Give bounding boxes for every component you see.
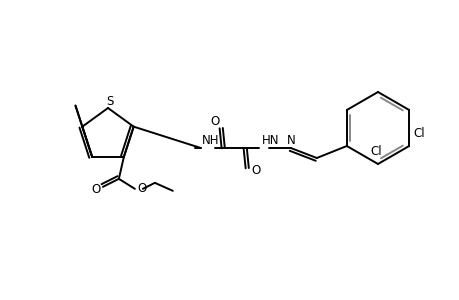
Text: NH: NH: [202, 134, 219, 146]
Text: O: O: [137, 182, 146, 195]
Text: O: O: [210, 115, 219, 128]
Text: O: O: [251, 164, 260, 176]
Text: Cl: Cl: [413, 127, 424, 140]
Text: S: S: [106, 94, 113, 107]
Text: HN: HN: [262, 134, 279, 146]
Text: O: O: [91, 183, 100, 196]
Text: Cl: Cl: [369, 145, 381, 158]
Text: N: N: [286, 134, 295, 146]
